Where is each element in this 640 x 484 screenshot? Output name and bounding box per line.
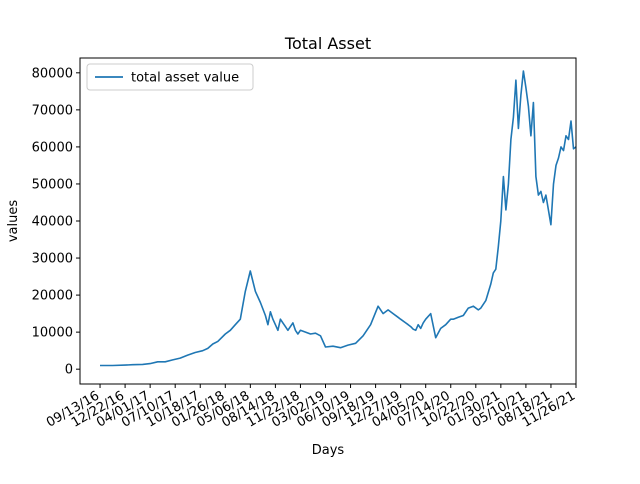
y-axis-label: values — [6, 200, 21, 243]
legend-entry-label: total asset value — [131, 71, 239, 86]
y-tick-label: 20000 — [32, 289, 73, 304]
legend-box — [86, 63, 254, 91]
y-tick-label: 60000 — [32, 140, 73, 155]
y-axis: 0 10000 20000 30000 40000 50000 60000 70000 8000… — [32, 66, 80, 378]
chart-title: Total Asset — [284, 34, 371, 53]
y-tick-label: 0 — [65, 363, 73, 378]
legend: total asset value — [86, 63, 254, 91]
y-tick-label: 80000 — [32, 66, 73, 81]
series-line-0 — [100, 70, 577, 367]
y-tick-label: 50000 — [32, 177, 73, 192]
y-tick-label: 10000 — [32, 326, 73, 341]
series-layer — [100, 70, 577, 367]
y-tick-label: 30000 — [32, 252, 73, 267]
x-axis-label: Days — [312, 443, 345, 458]
y-tick-label: 40000 — [32, 215, 73, 230]
y-tick-label: 70000 — [32, 103, 73, 118]
